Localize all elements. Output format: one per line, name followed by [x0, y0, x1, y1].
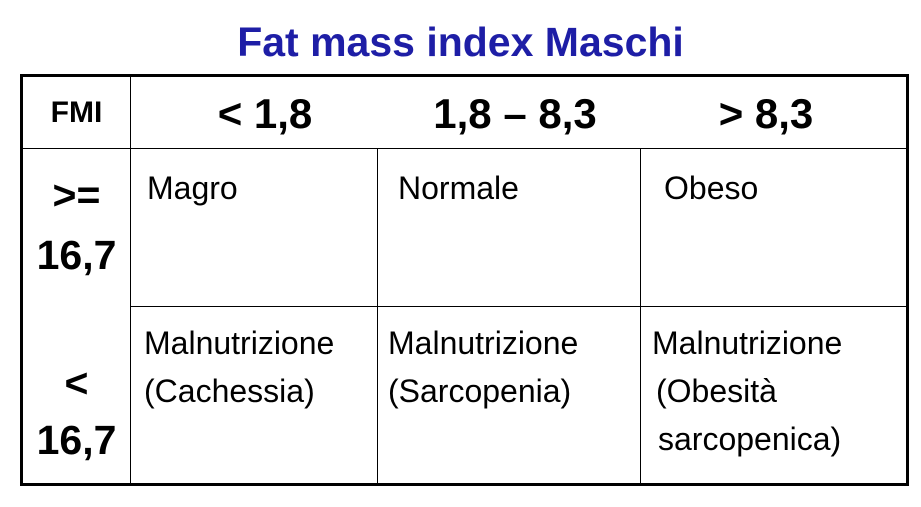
grid-line [130, 74, 131, 486]
cell-text: Normale [398, 170, 519, 206]
border [906, 74, 909, 486]
cell-text: Malnutrizione [144, 325, 335, 361]
column-header: 1,8 – 8,3 [433, 90, 597, 137]
cell-text: Malnutrizione [388, 325, 579, 361]
grid-line [640, 148, 641, 486]
cell-text: (Obesità [656, 373, 777, 409]
border [20, 74, 909, 77]
border [20, 74, 23, 486]
grid-line [20, 148, 909, 149]
cell-text: Magro [147, 170, 238, 206]
row-header: < [64, 360, 89, 406]
cell-text: sarcopenica) [658, 421, 842, 457]
corner-header: FMI [50, 96, 103, 129]
cell-text: (Sarcopenia) [388, 373, 572, 409]
border [20, 483, 909, 486]
grid-line [130, 306, 908, 307]
row-header: >= [52, 172, 101, 218]
grid-line [377, 148, 378, 486]
cell-text: (Cachessia) [144, 373, 315, 409]
row-header: 16,7 [36, 232, 117, 278]
cell-text: Obeso [664, 170, 759, 206]
column-header: < 1,8 [217, 90, 313, 137]
title: Fat mass index Maschi [237, 19, 684, 65]
cell-text: Malnutrizione [652, 325, 843, 361]
column-header: > 8,3 [718, 90, 814, 137]
row-header: 16,7 [36, 417, 117, 463]
